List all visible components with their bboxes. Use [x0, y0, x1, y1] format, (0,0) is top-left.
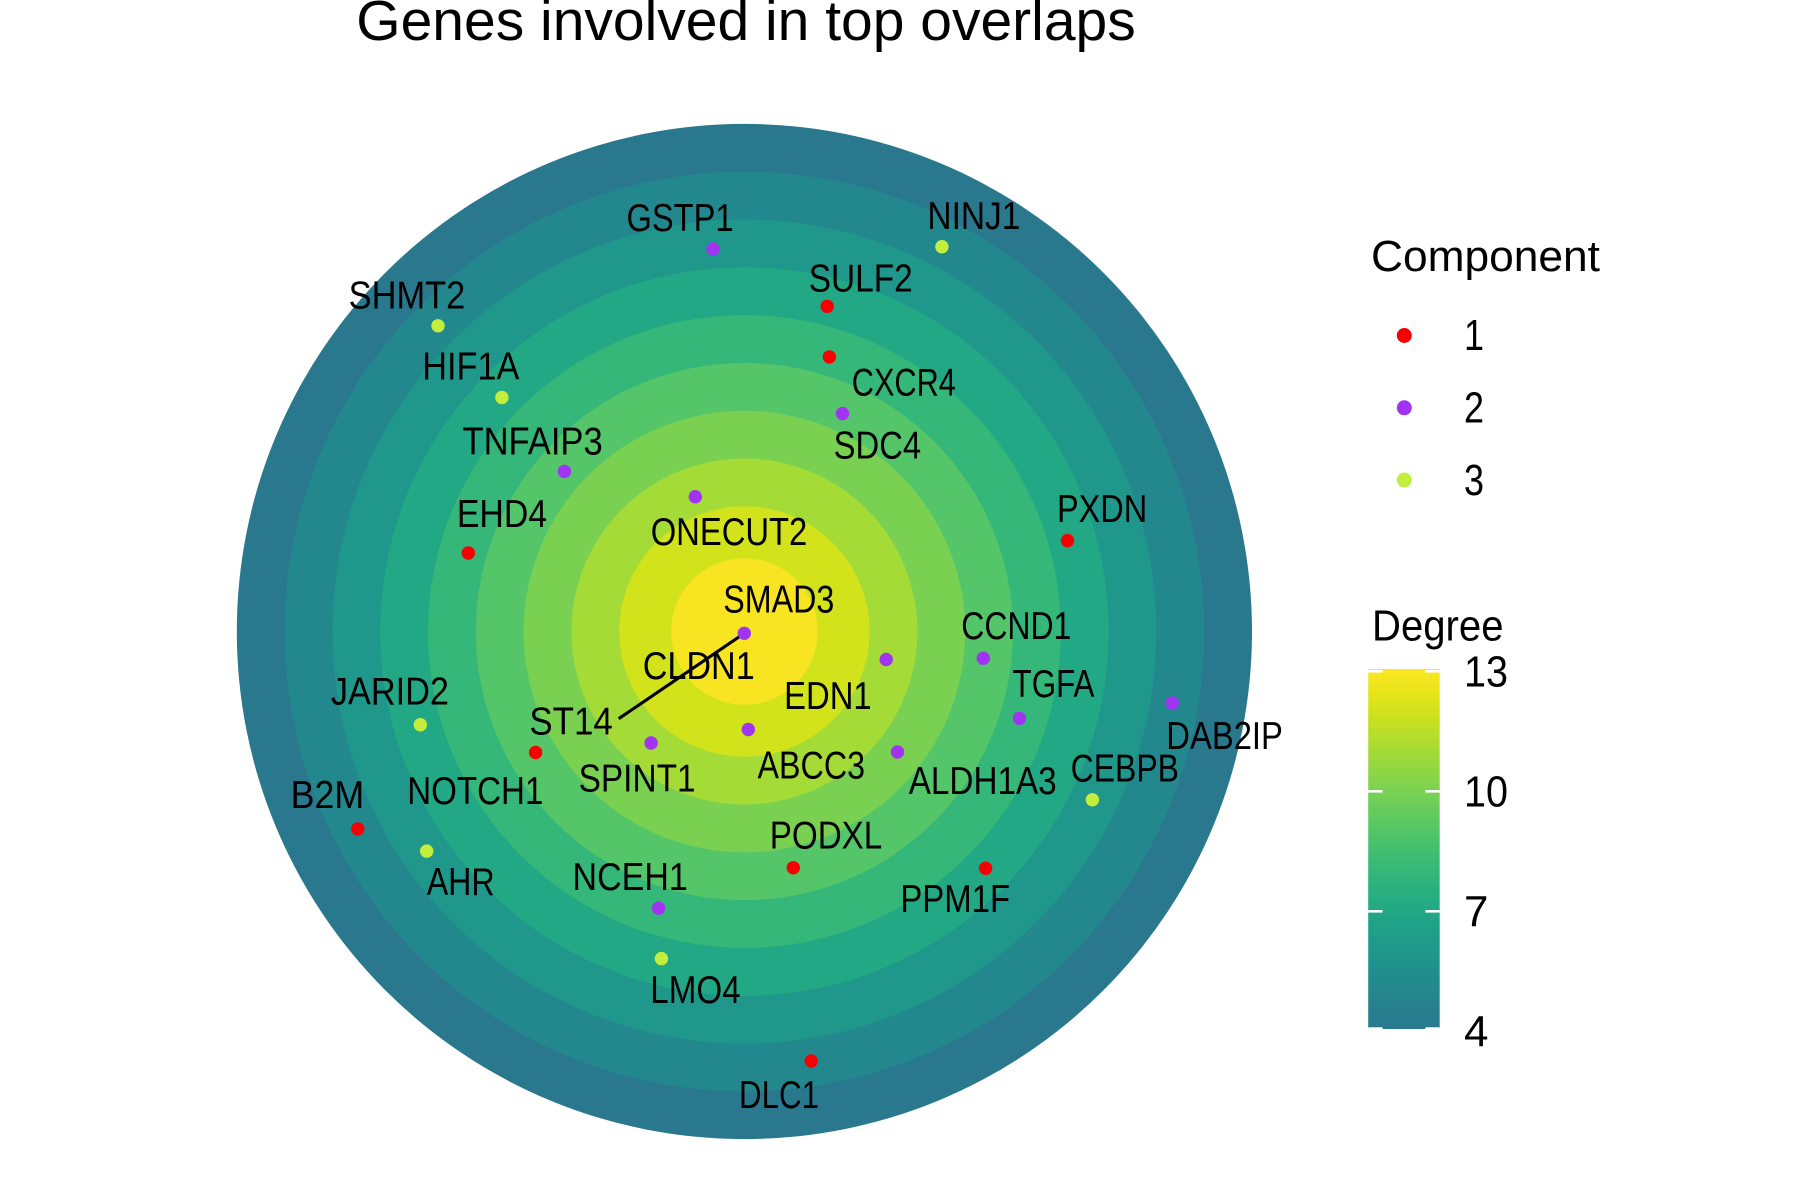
svg-text:3: 3	[1464, 456, 1484, 505]
svg-text:10: 10	[1464, 767, 1508, 816]
svg-text:NINJ1: NINJ1	[927, 195, 1020, 238]
svg-text:4: 4	[1464, 1007, 1488, 1056]
svg-text:AHR: AHR	[427, 861, 495, 904]
svg-text:Component: Component	[1371, 232, 1600, 281]
svg-text:B2M: B2M	[291, 774, 365, 817]
svg-text:PXDN: PXDN	[1057, 488, 1147, 531]
svg-text:LMO4: LMO4	[650, 969, 740, 1012]
svg-text:SMAD3: SMAD3	[723, 579, 834, 622]
svg-text:CCND1: CCND1	[961, 605, 1071, 648]
svg-text:SDC4: SDC4	[834, 425, 922, 468]
svg-text:SULF2: SULF2	[809, 257, 913, 300]
svg-text:Genes involved in top overlaps: Genes involved in top overlaps	[356, 0, 1135, 53]
svg-text:Degree: Degree	[1372, 602, 1504, 651]
svg-text:PPM1F: PPM1F	[900, 878, 1010, 921]
svg-text:ONECUT2: ONECUT2	[651, 511, 808, 554]
svg-text:2: 2	[1464, 383, 1484, 432]
svg-text:EDN1: EDN1	[784, 675, 872, 718]
svg-text:ALDH1A3: ALDH1A3	[909, 760, 1057, 803]
svg-text:7: 7	[1464, 887, 1488, 936]
svg-text:ABCC3: ABCC3	[758, 744, 866, 787]
svg-text:TNFAIP3: TNFAIP3	[462, 420, 602, 463]
svg-text:SPINT1: SPINT1	[579, 757, 696, 800]
svg-text:JARID2: JARID2	[331, 671, 449, 714]
svg-text:DAB2IP: DAB2IP	[1166, 715, 1283, 758]
svg-text:SHMT2: SHMT2	[349, 275, 466, 318]
svg-text:TGFA: TGFA	[1013, 663, 1095, 706]
svg-text:CEBPB: CEBPB	[1071, 747, 1179, 790]
svg-text:PODXL: PODXL	[770, 814, 883, 857]
svg-text:13: 13	[1464, 647, 1508, 696]
svg-text:CXCR4: CXCR4	[852, 361, 956, 404]
svg-text:GSTP1: GSTP1	[627, 197, 734, 240]
svg-text:NCEH1: NCEH1	[573, 856, 688, 899]
svg-text:NOTCH1: NOTCH1	[407, 770, 543, 813]
svg-text:EHD4: EHD4	[457, 493, 547, 536]
svg-text:HIF1A: HIF1A	[422, 345, 519, 388]
svg-text:1: 1	[1464, 311, 1484, 360]
svg-text:ST14: ST14	[529, 701, 612, 744]
svg-text:DLC1: DLC1	[739, 1074, 819, 1117]
svg-text:CLDN1: CLDN1	[643, 645, 755, 688]
